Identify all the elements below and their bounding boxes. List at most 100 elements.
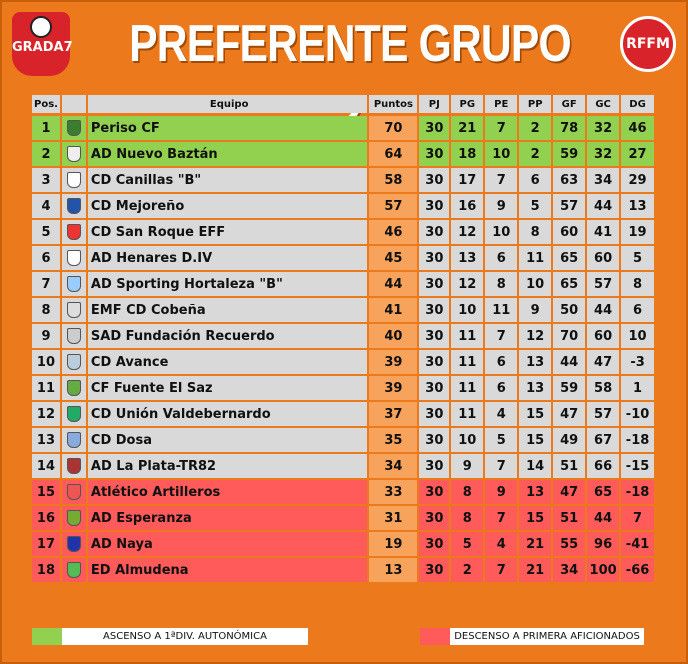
table-cell: 8 xyxy=(32,298,60,322)
table-cell: 60 xyxy=(587,246,620,270)
table-cell: 30 xyxy=(419,116,450,140)
crest-cell xyxy=(61,298,86,322)
table-cell: 12 xyxy=(451,272,484,296)
table-cell: 46 xyxy=(369,220,418,244)
table-cell: 5 xyxy=(485,428,518,452)
table-cell: 9 xyxy=(519,298,552,322)
table-cell: 64 xyxy=(369,142,418,166)
table-cell: 70 xyxy=(553,324,586,348)
table-cell: -15 xyxy=(621,454,655,478)
crest-cell xyxy=(61,350,86,374)
header-row: Pos. Equipo Puntos PJ PG PE PP GF GC DG xyxy=(32,95,656,113)
table-cell: 60 xyxy=(587,324,620,348)
legend-item: ASCENSO A 1ªDIV. AUTONÓMICA xyxy=(32,628,308,645)
table-cell: 9 xyxy=(485,480,518,504)
crest-cell xyxy=(61,532,86,556)
table-cell: 30 xyxy=(419,506,450,530)
table-cell: 9 xyxy=(485,194,518,218)
table-cell: 60 xyxy=(553,220,586,244)
team-crest xyxy=(66,120,81,136)
table-cell: 10 xyxy=(519,272,552,296)
table-row: 17 AD Naya 19 30 5 4 21 55 96 -41 xyxy=(32,532,656,556)
table-cell: 58 xyxy=(369,168,418,192)
crest-cell xyxy=(61,116,86,140)
legend-swatch xyxy=(32,628,62,645)
table-cell: 8 xyxy=(485,272,518,296)
table-cell: 96 xyxy=(587,532,620,556)
table-cell: 30 xyxy=(419,350,450,374)
legend-swatch xyxy=(420,628,450,645)
table-cell: 39 xyxy=(369,376,418,400)
legend-item: DESCENSO A PRIMERA AFICIONADOS xyxy=(420,628,644,645)
table-cell: 10 xyxy=(32,350,60,374)
table-cell: 65 xyxy=(587,480,620,504)
table-cell: Atlético Artilleros xyxy=(87,480,368,504)
table-cell: 2 xyxy=(519,142,552,166)
table-cell: 70 xyxy=(369,116,418,140)
table-cell: 4 xyxy=(32,194,60,218)
table-cell: 6 xyxy=(32,246,60,270)
team-crest xyxy=(66,510,81,526)
table-cell: 13 xyxy=(519,480,552,504)
table-cell: 44 xyxy=(587,194,620,218)
table-cell: ED Almudena xyxy=(87,558,368,582)
table-cell: 7 xyxy=(32,272,60,296)
table-cell: CF Fuente El Saz xyxy=(87,376,368,400)
table-row: 13 CD Dosa 35 30 10 5 15 49 67 -18 xyxy=(32,428,656,452)
table-cell: 15 xyxy=(32,480,60,504)
table-row: 5 CD San Roque EFF 46 30 12 10 8 60 41 19 xyxy=(32,220,656,244)
table-cell: 11 xyxy=(451,350,484,374)
table-row: 3 CD Canillas "B" 58 30 17 7 6 63 34 29 xyxy=(32,168,656,192)
table-cell: 12 xyxy=(32,402,60,426)
table-cell: 65 xyxy=(553,272,586,296)
header-cell: Pos. xyxy=(32,95,60,113)
table-cell: -3 xyxy=(621,350,655,374)
table-cell: 8 xyxy=(621,272,655,296)
header-cell: GC xyxy=(587,95,620,113)
table-cell: 3 xyxy=(32,168,60,192)
table-cell: 7 xyxy=(485,116,518,140)
table-cell: 30 xyxy=(419,480,450,504)
table-cell: 7 xyxy=(485,506,518,530)
header-cell: GF xyxy=(553,95,586,113)
table-cell: 15 xyxy=(519,402,552,426)
crest-cell xyxy=(61,428,86,452)
table-cell: 51 xyxy=(553,506,586,530)
table-cell: 40 xyxy=(369,324,418,348)
table-cell: 50 xyxy=(553,298,586,322)
table-cell: 30 xyxy=(419,168,450,192)
team-crest xyxy=(66,458,81,474)
table-cell: 14 xyxy=(32,454,60,478)
table-cell: 100 xyxy=(587,558,620,582)
table-cell: 13 xyxy=(519,376,552,400)
table-cell: 19 xyxy=(621,220,655,244)
table-cell: -66 xyxy=(621,558,655,582)
table-cell: 8 xyxy=(451,506,484,530)
table-cell: 12 xyxy=(519,324,552,348)
table-cell: 30 xyxy=(419,402,450,426)
table-cell: 33 xyxy=(369,480,418,504)
table-cell: 13 xyxy=(32,428,60,452)
table-row: 1 Periso CF 70 30 21 7 2 78 32 46 xyxy=(32,116,656,140)
table-cell: 21 xyxy=(451,116,484,140)
crest-cell xyxy=(61,506,86,530)
table-cell: 59 xyxy=(553,142,586,166)
header-cell xyxy=(61,95,86,113)
table-cell: 5 xyxy=(451,532,484,556)
team-crest xyxy=(66,406,81,422)
ball-icon xyxy=(30,16,52,38)
table-cell: 15 xyxy=(519,428,552,452)
table-cell: 29 xyxy=(621,168,655,192)
table-cell: 13 xyxy=(519,350,552,374)
table-cell: 30 xyxy=(419,194,450,218)
table-cell: 34 xyxy=(369,454,418,478)
table-cell: CD Canillas "B" xyxy=(87,168,368,192)
table-row: 15 Atlético Artilleros 33 30 8 9 13 47 65 -18 xyxy=(32,480,656,504)
team-crest xyxy=(66,276,81,292)
table-cell: 7 xyxy=(485,168,518,192)
table-cell: 15 xyxy=(519,506,552,530)
table-cell: 2 xyxy=(519,116,552,140)
table-cell: 10 xyxy=(485,220,518,244)
table-cell: 57 xyxy=(587,402,620,426)
